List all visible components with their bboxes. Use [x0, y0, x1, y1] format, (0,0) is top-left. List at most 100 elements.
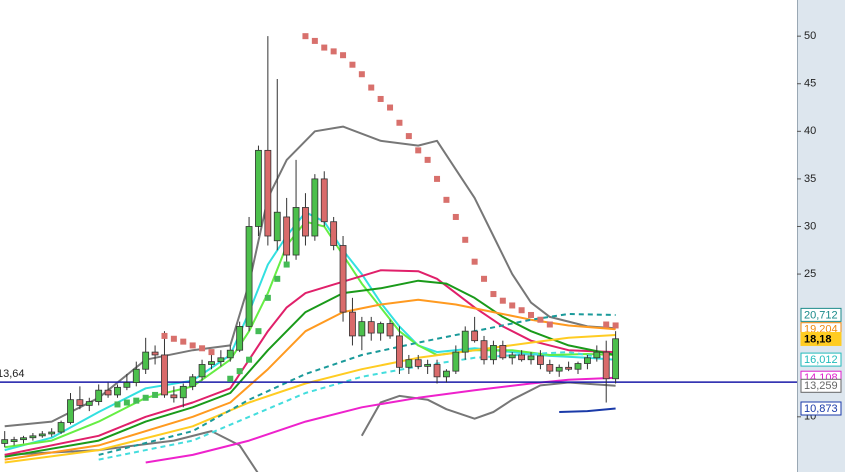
candle-body — [104, 389, 112, 396]
sar-dot — [415, 147, 422, 154]
sar-dot — [330, 48, 337, 55]
sar-dot — [123, 399, 130, 406]
plot-background — [0, 0, 797, 472]
sar-dot — [349, 61, 356, 68]
sar-dot — [377, 95, 384, 102]
candle-body — [123, 382, 131, 388]
price-label-box — [800, 307, 842, 322]
sar-dot — [283, 261, 290, 268]
indicator-line — [4, 125, 616, 428]
y-tick-label: 45 — [804, 78, 816, 90]
sar-dot — [246, 356, 253, 363]
candle-body — [311, 178, 319, 237]
indicator-line — [4, 279, 616, 458]
candle-body — [386, 323, 394, 337]
candle-body — [518, 354, 526, 361]
price-label: 10,873 — [804, 403, 838, 415]
candle-body — [170, 394, 178, 399]
sar-dot — [509, 302, 516, 309]
sar-dot — [358, 71, 365, 78]
candle-body — [245, 226, 253, 327]
sar-dot — [546, 321, 553, 328]
candle-body — [179, 385, 187, 399]
candle-body — [461, 330, 469, 353]
candle-body — [1, 439, 9, 444]
candle-body — [612, 338, 620, 380]
candle-body — [38, 433, 46, 437]
y-tick-label: 25 — [804, 268, 816, 280]
sar-dot — [227, 375, 234, 382]
candle-body — [67, 399, 74, 423]
candle-body — [358, 321, 366, 337]
sar-dot — [490, 291, 497, 298]
sar-dot — [264, 294, 271, 301]
candle-body — [537, 355, 544, 365]
sar-dot — [518, 307, 525, 314]
sar-dot — [471, 258, 478, 265]
candle-body — [405, 359, 413, 368]
price-label: 13,259 — [804, 380, 838, 392]
candle-body — [424, 364, 432, 367]
indicator-line — [559, 407, 616, 413]
candle-body — [471, 330, 479, 342]
sar-dot — [321, 44, 328, 51]
candle-body — [443, 370, 450, 378]
candle-body — [95, 389, 103, 402]
price-label-box — [800, 331, 842, 346]
candle-body — [508, 354, 516, 359]
sar-dot — [481, 275, 488, 282]
sar-dot — [133, 397, 140, 404]
candle-body — [114, 386, 121, 396]
indicator-line — [4, 298, 616, 461]
candle-body — [396, 335, 403, 368]
sar-dot — [387, 104, 394, 111]
candle-body — [217, 357, 225, 363]
sar-dot — [189, 342, 196, 349]
candle-body — [273, 211, 281, 242]
candle-body — [433, 364, 441, 378]
indicator-line — [98, 313, 616, 456]
candle-body — [593, 351, 601, 359]
candle-body — [292, 207, 300, 256]
sar-dot — [152, 391, 159, 398]
indicator-line — [98, 351, 616, 461]
candle-body — [189, 376, 197, 387]
sar-dot — [180, 338, 187, 345]
candle-body — [414, 359, 422, 367]
sar-dot — [340, 52, 347, 59]
candle-body — [255, 149, 262, 227]
sar-dot — [452, 213, 459, 220]
candle-body — [57, 422, 65, 433]
y-tick-label: 50 — [804, 30, 816, 42]
candle-body — [20, 437, 27, 441]
candle-body — [29, 435, 37, 439]
level-label: 13,64 — [0, 368, 25, 380]
axis-panel — [797, 0, 845, 472]
candle-body — [499, 345, 507, 359]
sar-dot — [302, 33, 309, 40]
candle-body — [264, 149, 272, 237]
candle-body — [555, 366, 563, 372]
sar-dot — [274, 275, 281, 282]
candle-body — [584, 357, 591, 364]
candle-body — [490, 345, 497, 361]
sar-dot — [462, 236, 469, 243]
candle-body — [161, 354, 168, 396]
candle-body — [574, 363, 582, 370]
candle-body — [565, 366, 573, 370]
candle-body — [10, 439, 18, 442]
candle-body — [48, 431, 56, 435]
sar-dot — [142, 394, 149, 401]
price-axis: 1025303540455020,71219,20418,1816,01214,… — [797, 30, 842, 423]
candle-body — [85, 401, 93, 406]
candle-body — [302, 207, 309, 237]
sar-dot — [499, 297, 506, 304]
y-tick-label: 30 — [804, 220, 816, 232]
sar-dot — [612, 322, 619, 329]
candle-body — [480, 340, 488, 361]
candle-body — [226, 349, 234, 359]
candle-body — [330, 221, 338, 246]
candle-body — [236, 326, 244, 351]
sar-dot — [528, 311, 535, 318]
